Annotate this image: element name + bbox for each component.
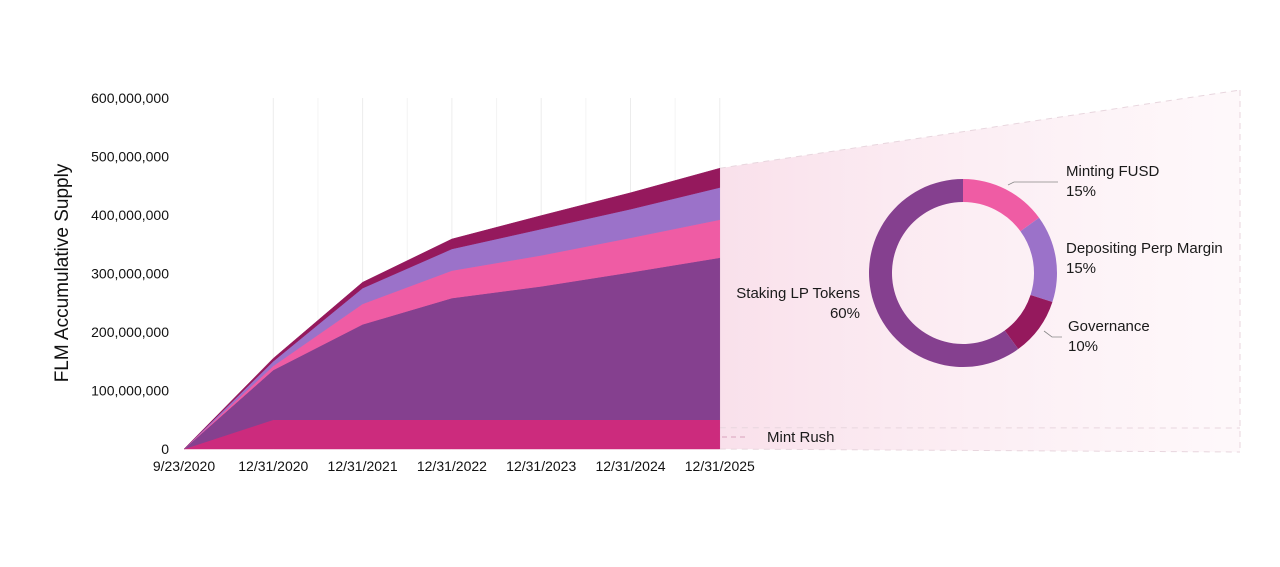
x-axis: 9/23/2020 12/31/2020 12/31/2021 12/31/2022 1… [153,458,755,474]
x-tick-label: 12/31/2021 [328,458,398,474]
donut-label-minting-fusd: Minting FUSD [1066,163,1160,180]
donut-leader-governance [1043,330,1062,338]
donut-value-minting-fusd: 15% [1066,183,1096,200]
y-axis-title: FLM Accumulative Supply [52,163,73,382]
stacked-area-series [183,167,721,450]
donut-value-depositing-perp-margin: 15% [1066,260,1096,277]
x-tick-label: 12/31/2025 [685,458,755,474]
y-tick-label: 400,000,000 [91,207,169,223]
donut-label-staking-lp-tokens: Staking LP Tokens [736,285,860,302]
donut-value-governance: 10% [1068,338,1098,355]
y-tick-label: 600,000,000 [91,90,169,106]
mint-rush-label: Mint Rush [767,429,835,446]
projection-edge-bottom [719,448,1241,453]
donut-label-depositing-perp-margin: Depositing Perp Margin [1066,240,1223,257]
donut-labels: Minting FUSD 15% Depositing Perp Margin 15%… [736,163,1222,355]
y-tick-label: 300,000,000 [91,266,169,282]
donut-slice-governance [1004,294,1053,350]
y-tick-label: 0 [161,441,169,457]
mint-rush-annotation: Mint Rush [722,429,835,446]
donut-leader-minting-fusd [1007,181,1058,186]
donut-slice-depositing-perp-margin [1020,217,1057,303]
area-mint-rush [183,419,721,450]
x-tick-label: 12/31/2020 [238,458,308,474]
donut-slice-minting-fusd [963,179,1040,232]
x-tick-label: 9/23/2020 [153,458,215,474]
donut-slice-staking-lp-tokens [869,179,1019,367]
donut-label-governance: Governance [1068,318,1150,335]
donut-value-staking-lp-tokens: 60% [830,305,860,322]
projection-panel [719,90,1240,452]
x-tick-label: 12/31/2022 [417,458,487,474]
y-tick-label: 100,000,000 [91,383,169,399]
allocation-donut-chart [869,179,1057,367]
y-axis: 0 100,000,000 200,000,000 300,000,000 400,00… [91,90,169,457]
y-tick-label: 200,000,000 [91,324,169,340]
area-governance [183,167,721,450]
pie-projection-wedge [719,89,1241,453]
y-tick-label: 500,000,000 [91,149,169,165]
x-tick-label: 12/31/2023 [506,458,576,474]
x-tick-label: 12/31/2024 [595,458,665,474]
